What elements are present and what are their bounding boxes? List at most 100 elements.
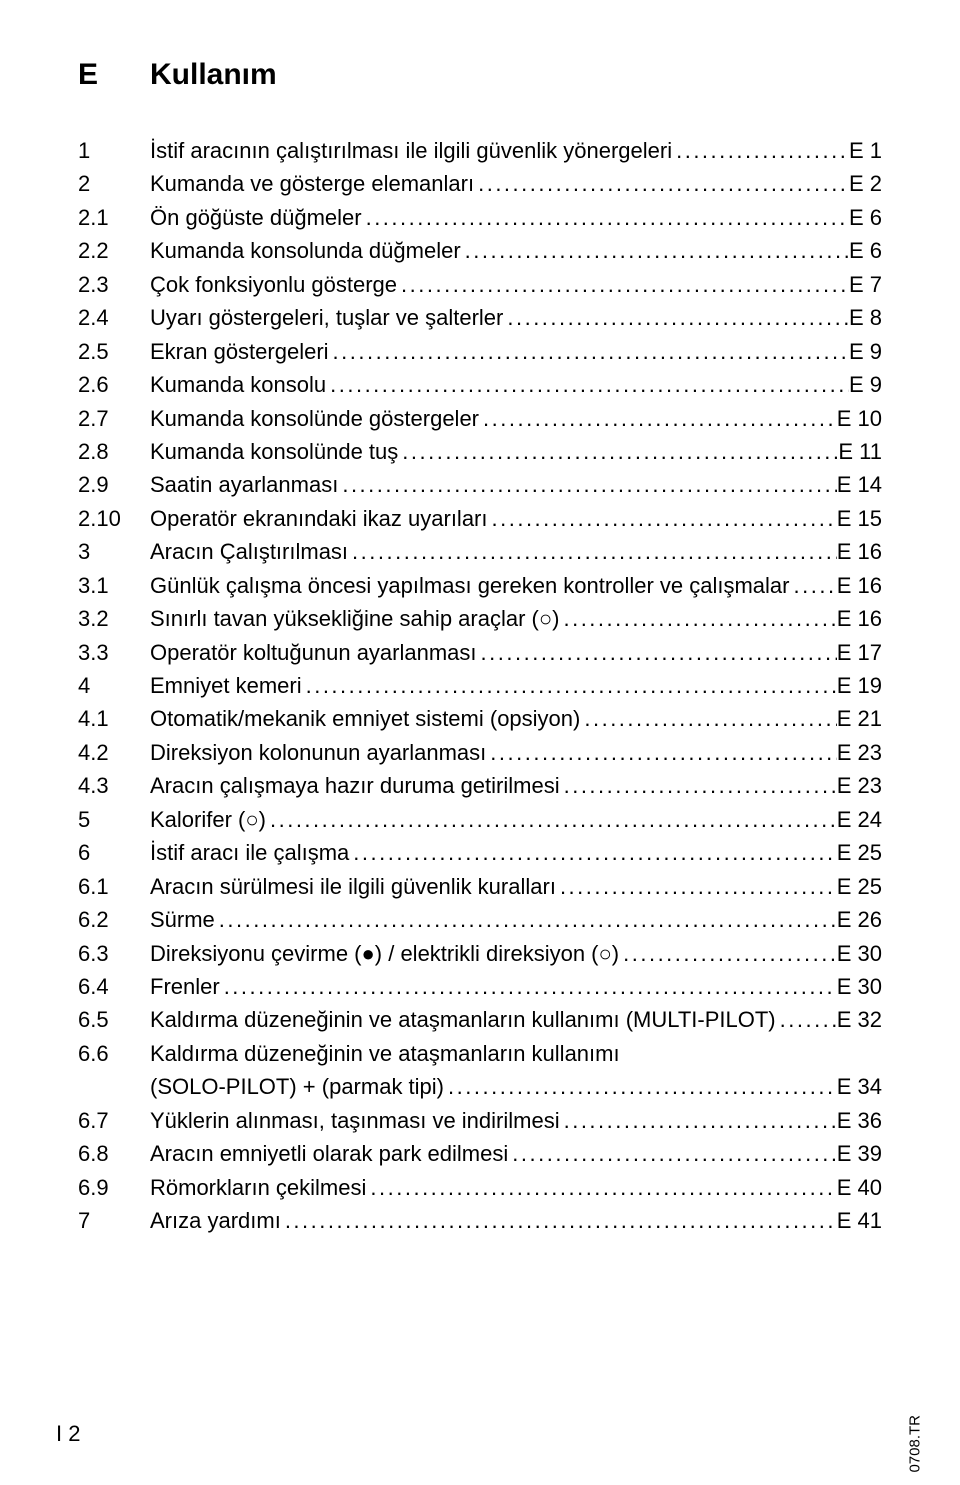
toc-entry-title: Kumanda konsolu: [150, 368, 326, 401]
toc-leader-dots: [397, 268, 849, 301]
toc-row: 1İstif aracının çalıştırılması ile ilgil…: [78, 134, 882, 167]
toc-leader-dots: [326, 368, 849, 401]
toc-row: 3Aracın ÇalıştırılmasıE 16: [78, 535, 882, 568]
toc-leader-dots: [215, 903, 837, 936]
toc-row: 2.10Operatör ekranındaki ikaz uyarıları E…: [78, 502, 882, 535]
toc-entry-page: E 15: [837, 502, 882, 535]
toc-row: 2.4Uyarı göstergeleri, tuşlar ve şalterl…: [78, 301, 882, 334]
toc-entry-page: E 10: [837, 402, 882, 435]
toc-entry-page: E 8: [849, 301, 882, 334]
toc-entry-title: Aracın emniyetli olarak park edilmesi: [150, 1137, 508, 1170]
toc-entry-number: 5: [78, 803, 150, 836]
toc-entry-page: E 16: [837, 602, 882, 635]
toc-leader-dots: [338, 468, 836, 501]
toc-entry-page: E 39: [837, 1137, 882, 1170]
toc-leader-dots: [461, 234, 849, 267]
toc-row: 6İstif aracı ile çalışmaE 25: [78, 836, 882, 869]
toc-leader-dots: [329, 335, 849, 368]
toc-row: 6.4FrenlerE 30: [78, 970, 882, 1003]
toc-row: 2.7Kumanda konsolünde göstergelerE 10: [78, 402, 882, 435]
toc-row: 2.5Ekran göstergeleriE 9: [78, 335, 882, 368]
toc-leader-dots: [559, 602, 836, 635]
toc-leader-dots: [220, 970, 837, 1003]
toc-entry-title: Sınırlı tavan yüksekliğine sahip araçlar…: [150, 602, 559, 635]
toc-entry-number: 6.6: [78, 1037, 150, 1070]
toc-leader-dots: [560, 1104, 837, 1137]
toc-entry-title: Sürme: [150, 903, 215, 936]
toc-entry-title: Yüklerin alınması, taşınması ve indirilm…: [150, 1104, 560, 1137]
toc-leader-dots: [560, 769, 837, 802]
toc-entry-number: 6.7: [78, 1104, 150, 1137]
toc-leader-dots: [477, 636, 837, 669]
toc-leader-dots: [580, 702, 836, 735]
toc-entry-title: Kumanda ve gösterge elemanları: [150, 167, 474, 200]
toc-entry-page: E 6: [849, 234, 882, 267]
section-header: E Kullanım: [78, 58, 882, 92]
toc-entry-number: 4: [78, 669, 150, 702]
toc-entry-page: E 41: [837, 1204, 882, 1237]
toc-row: 7Arıza yardımıE 41: [78, 1204, 882, 1237]
toc-leader-dots: [776, 1003, 837, 1036]
toc-leader-dots: [486, 736, 836, 769]
toc-entry-number: 4.2: [78, 736, 150, 769]
toc-row: 3.1Günlük çalışma öncesi yapılması gerek…: [78, 569, 882, 602]
toc-entry-number: 6.3: [78, 937, 150, 970]
toc-entry-page: E 11: [838, 435, 882, 468]
toc-entry-number: 2: [78, 167, 150, 200]
toc-row: 2.1Ön göğüste düğmelerE 6: [78, 201, 882, 234]
toc-entry-page: E 9: [849, 335, 882, 368]
toc-leader-dots: [672, 134, 849, 167]
toc-entry-title: Saatin ayarlanması: [150, 468, 338, 501]
toc-entry-title: İstif aracının çalıştırılması ile ilgili…: [150, 134, 672, 167]
toc-entry-page: E 30: [837, 937, 882, 970]
toc-entry-page: E 9: [849, 368, 882, 401]
toc-row: 4.3Aracın çalışmaya hazır duruma getiril…: [78, 769, 882, 802]
toc-row: 6.1Aracın sürülmesi ile ilgili güvenlik …: [78, 870, 882, 903]
toc-entry-number: 6.2: [78, 903, 150, 936]
toc-entry-page: E 14: [837, 468, 882, 501]
toc-entry-title: Kaldırma düzeneğinin ve ataşmanların kul…: [150, 1003, 776, 1036]
toc-entry-number: 7: [78, 1204, 150, 1237]
toc-row: 6.6Kaldırma düzeneğinin ve ataşmanların …: [78, 1037, 882, 1070]
toc-entry-title: Kaldırma düzeneğinin ve ataşmanların kul…: [150, 1037, 620, 1070]
toc-row: 2.9Saatin ayarlanmasıE 14: [78, 468, 882, 501]
toc-row: 3.3Operatör koltuğunun ayarlanmasıE 17: [78, 636, 882, 669]
toc-leader-dots: [619, 937, 837, 970]
footer-page-number: I 2: [56, 1421, 80, 1447]
toc-entry-number: 6.1: [78, 870, 150, 903]
toc-entry-number: 2.10: [78, 502, 150, 535]
toc-entry-page: E 23: [837, 769, 882, 802]
toc-entry-page: E 19: [837, 669, 882, 702]
toc-entry-number: 3.2: [78, 602, 150, 635]
toc-entry-title: Kumanda konsolunda düğmeler: [150, 234, 461, 267]
toc-entry-title: İstif aracı ile çalışma: [150, 836, 349, 869]
toc-entry-page: E 25: [837, 870, 882, 903]
toc-entry-page: E 40: [837, 1171, 882, 1204]
toc-entry-number: 2.8: [78, 435, 150, 468]
toc-entry-number: 1: [78, 134, 150, 167]
toc-entry-title: Ekran göstergeleri: [150, 335, 329, 368]
toc-row: 6.9Römorkların çekilmesiE 40: [78, 1171, 882, 1204]
toc-entry-number: 2.6: [78, 368, 150, 401]
toc-leader-dots: [362, 201, 849, 234]
toc-entry-number: 2.1: [78, 201, 150, 234]
toc-entry-page: E 6: [849, 201, 882, 234]
toc-entry-number: 4.3: [78, 769, 150, 802]
toc-row: 4Emniyet kemeriE 19: [78, 669, 882, 702]
toc-leader-dots: [474, 167, 849, 200]
toc-leader-dots: [348, 535, 837, 568]
toc-entry-page: E 32: [837, 1003, 882, 1036]
toc-entry-page: E 21: [837, 702, 882, 735]
toc-entry-title: Günlük çalışma öncesi yapılması gereken …: [150, 569, 790, 602]
toc-entry-title: Operatör ekranındaki ikaz uyarıları: [150, 502, 488, 535]
toc-entry-number: 6.4: [78, 970, 150, 1003]
toc-entry-title: Kumanda konsolünde tuş: [150, 435, 398, 468]
toc-entry-page: E 16: [837, 569, 882, 602]
toc-entry-number: 6.9: [78, 1171, 150, 1204]
toc-entry-title: Direksiyonu çevirme (●) / elektrikli dir…: [150, 937, 619, 970]
section-letter: E: [78, 58, 150, 92]
toc-entry-page: E 30: [837, 970, 882, 1003]
toc-leader-dots: [488, 502, 837, 535]
toc-entry-number: 2.4: [78, 301, 150, 334]
toc-entry-page: E 17: [837, 636, 882, 669]
